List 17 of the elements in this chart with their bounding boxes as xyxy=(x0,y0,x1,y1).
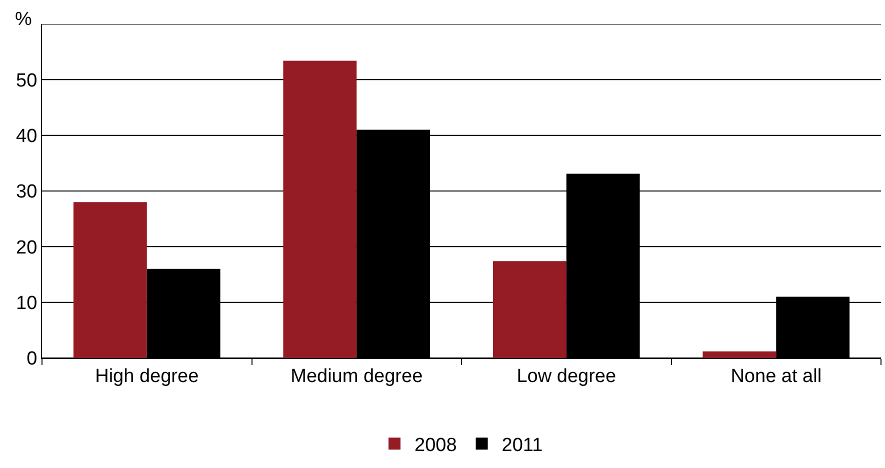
y-tick-label: 10 xyxy=(16,292,38,314)
x-tick-label: Medium degree xyxy=(290,366,423,387)
legend-label: 2011 xyxy=(502,435,543,456)
x-tick-label: None at all xyxy=(730,366,822,387)
y-tick-label: 30 xyxy=(16,182,38,203)
legend-label: 2008 xyxy=(414,435,457,456)
bar xyxy=(702,351,776,358)
y-tick-label: 50 xyxy=(16,70,38,92)
x-tick-label: Low degree xyxy=(516,366,616,387)
bar xyxy=(283,60,357,358)
x-tick-label: High degree xyxy=(95,366,199,387)
y-tick-label: 40 xyxy=(16,126,38,147)
y-axis-title: % xyxy=(15,9,32,30)
bar xyxy=(73,202,147,358)
y-tick-label: 20 xyxy=(16,237,38,258)
y-tick-label: 0 xyxy=(26,348,38,370)
bar xyxy=(492,261,566,358)
